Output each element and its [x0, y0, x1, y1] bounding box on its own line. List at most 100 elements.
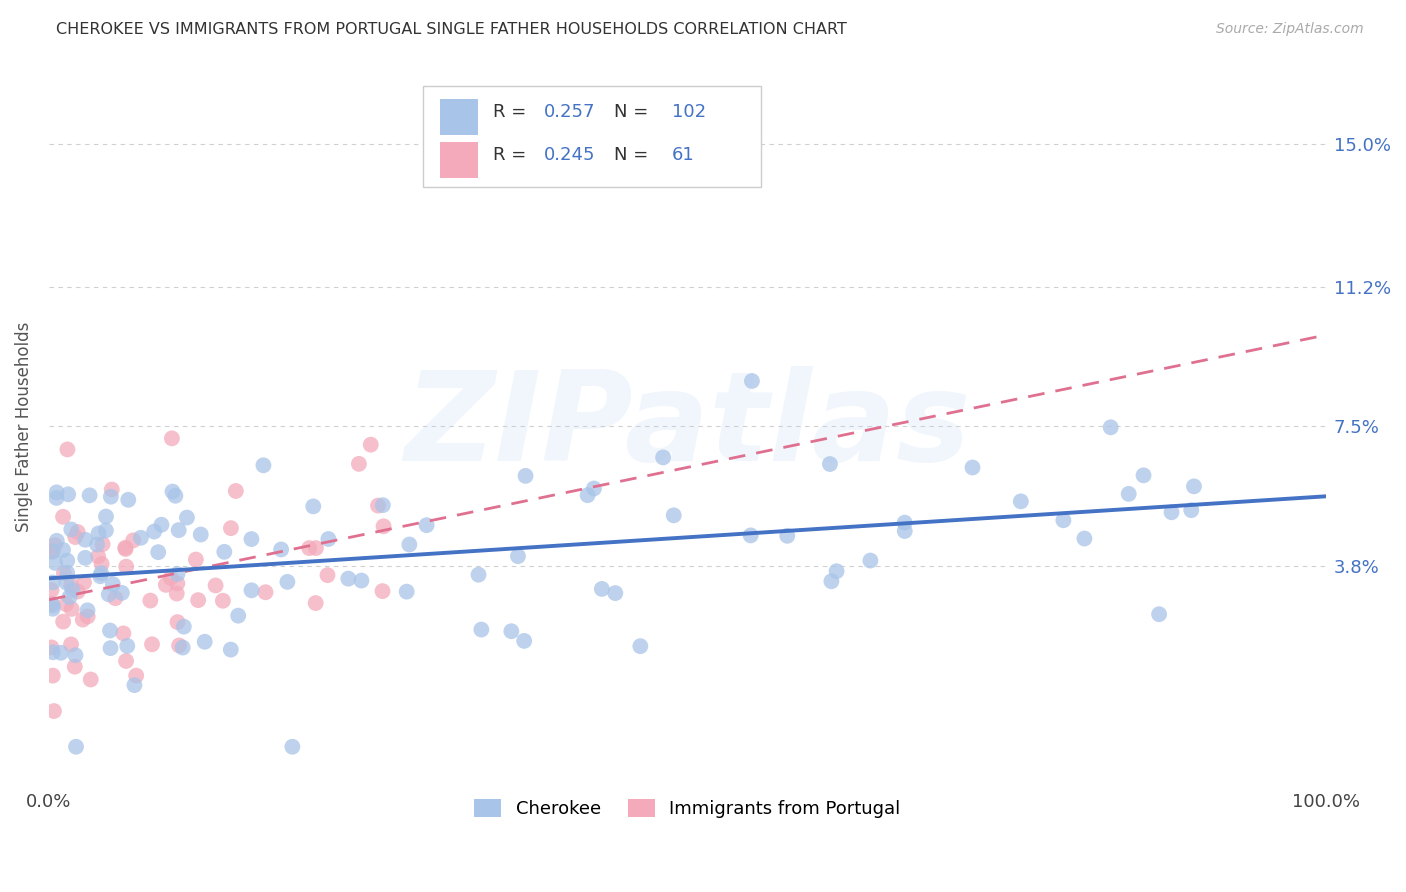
Point — [373, 519, 395, 533]
Point — [122, 533, 145, 548]
Point — [52, 615, 75, 629]
Point — [100, 490, 122, 504]
Point — [628, 639, 651, 653]
Point — [55, 597, 77, 611]
Point — [104, 591, 127, 606]
Point — [60, 578, 83, 592]
Point — [101, 483, 124, 497]
Point — [740, 528, 762, 542]
Point — [124, 678, 146, 692]
Point — [1182, 479, 1205, 493]
Point — [281, 739, 304, 754]
Point — [859, 553, 882, 567]
Text: ZIPatlas: ZIPatlas — [404, 366, 970, 487]
Point — [194, 634, 217, 648]
Point — [166, 586, 188, 600]
Point — [825, 564, 848, 578]
Point — [94, 524, 117, 538]
Point — [214, 545, 236, 559]
Point — [582, 482, 605, 496]
Point — [45, 533, 67, 548]
Point — [73, 575, 96, 590]
Point — [111, 586, 134, 600]
Point — [1118, 487, 1140, 501]
Point — [79, 488, 101, 502]
Text: 0.245: 0.245 — [544, 145, 596, 164]
Point — [173, 620, 195, 634]
Point — [501, 624, 523, 639]
Text: CHEROKEE VS IMMIGRANTS FROM PORTUGAL SINGLE FATHER HOUSEHOLDS CORRELATION CHART: CHEROKEE VS IMMIGRANTS FROM PORTUGAL SIN… — [56, 22, 846, 37]
Point — [225, 483, 247, 498]
Point — [66, 524, 89, 539]
Point — [305, 541, 328, 555]
Point — [167, 523, 190, 537]
Point — [305, 596, 328, 610]
Point — [117, 492, 139, 507]
Point — [1180, 503, 1202, 517]
Point — [87, 526, 110, 541]
Point — [41, 543, 63, 558]
Point — [100, 641, 122, 656]
Point — [165, 489, 187, 503]
Point — [820, 574, 842, 589]
Point — [42, 668, 65, 682]
Point — [98, 624, 121, 638]
Point — [75, 533, 97, 547]
Point — [65, 530, 87, 544]
Point — [176, 510, 198, 524]
Text: N =: N = — [614, 145, 648, 164]
Point — [42, 645, 65, 659]
Point — [60, 523, 83, 537]
Point — [893, 524, 915, 538]
Point — [159, 571, 181, 585]
Point — [155, 578, 177, 592]
Point — [1147, 607, 1170, 622]
Point — [72, 613, 94, 627]
Point — [90, 557, 112, 571]
Point — [49, 646, 72, 660]
Point — [150, 517, 173, 532]
Point — [219, 521, 242, 535]
Point — [741, 374, 763, 388]
Point — [56, 566, 79, 580]
Point — [94, 509, 117, 524]
Point — [662, 508, 685, 523]
Bar — [440, 142, 478, 178]
Point — [605, 586, 627, 600]
Point — [114, 541, 136, 555]
Text: 102: 102 — [672, 103, 706, 121]
Point — [160, 431, 183, 445]
Point — [114, 541, 136, 556]
Point — [162, 484, 184, 499]
Point — [219, 642, 242, 657]
Point — [141, 637, 163, 651]
Point — [187, 593, 209, 607]
Point — [347, 457, 370, 471]
Point — [515, 468, 537, 483]
Point — [129, 531, 152, 545]
Point — [350, 574, 373, 588]
Point — [576, 488, 599, 502]
Point — [337, 572, 360, 586]
Point — [41, 544, 63, 558]
Point — [298, 541, 321, 555]
Y-axis label: Single Father Households: Single Father Households — [15, 321, 32, 532]
Point — [893, 516, 915, 530]
Point — [42, 599, 65, 613]
Point — [316, 568, 339, 582]
Point — [41, 582, 63, 597]
Point — [148, 545, 170, 559]
Text: Source: ZipAtlas.com: Source: ZipAtlas.com — [1216, 22, 1364, 37]
Point — [184, 552, 207, 566]
Point — [56, 487, 79, 501]
Point — [65, 739, 87, 754]
Point — [86, 537, 108, 551]
Point — [1052, 513, 1074, 527]
Point — [66, 584, 89, 599]
Point — [45, 485, 67, 500]
Point — [65, 648, 87, 663]
Point — [60, 602, 83, 616]
Point — [87, 549, 110, 564]
Point — [240, 532, 263, 546]
Point — [270, 542, 292, 557]
